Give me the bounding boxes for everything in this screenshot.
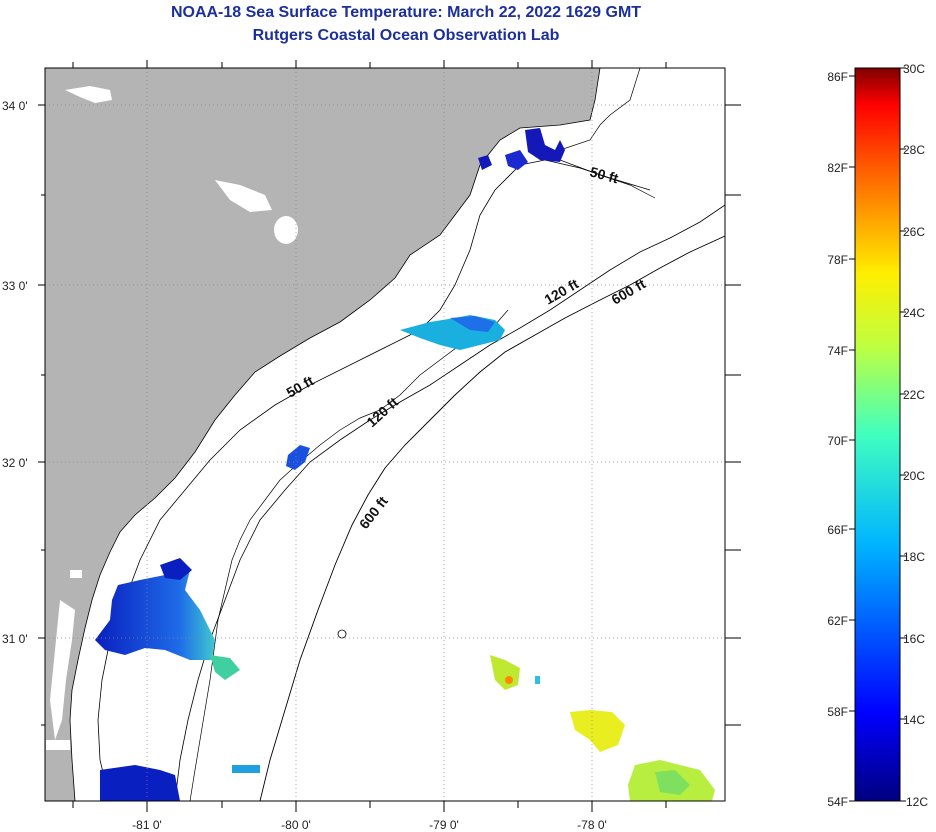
cb-label-74f: 74F <box>827 344 848 358</box>
land-mass <box>45 68 600 801</box>
lat-label-31: 31 0' <box>2 632 28 646</box>
colorbar-c-labels: 30C 28C 26C 24C 22C 20C 18C 16C 14C 12C <box>903 62 928 809</box>
cb-label-62f: 62F <box>827 614 848 628</box>
cb-label-22c: 22C <box>903 388 925 402</box>
cb-label-70f: 70F <box>827 434 848 448</box>
cb-label-54f: 54F <box>827 795 848 809</box>
colorbar <box>854 67 901 802</box>
barrier-islands <box>189 68 656 801</box>
cb-label-28c: 28C <box>903 143 925 157</box>
cb-label-12c: 12C <box>906 795 928 809</box>
lon-label-80: -80 0' <box>281 818 311 832</box>
sst-data-patches <box>95 128 715 801</box>
map-title: NOAA-18 Sea Surface Temperature: March 2… <box>170 4 642 21</box>
map-subtitle: Rutgers Coastal Ocean Observation Lab <box>252 27 560 44</box>
map-area <box>45 68 725 801</box>
cb-label-78f: 78F <box>827 253 848 267</box>
cb-label-16c: 16C <box>903 632 925 646</box>
cb-label-26c: 26C <box>903 225 925 239</box>
cb-label-20c: 20C <box>903 469 925 483</box>
lon-label-81: -81 0' <box>132 818 162 832</box>
colorbar-f-labels: 86F 82F 78F 74F 70F 66F 62F 58F 54F <box>827 70 848 809</box>
cb-label-18c: 18C <box>903 550 925 564</box>
map-ticks <box>38 60 741 812</box>
lon-label-78: -78 0' <box>577 818 607 832</box>
cb-label-82f: 82F <box>827 161 848 175</box>
lat-label-32: 32 0' <box>2 456 28 470</box>
lat-label-34: 34 0' <box>2 99 28 113</box>
cb-label-66f: 66F <box>827 523 848 537</box>
map-frame <box>44 67 726 802</box>
cb-label-24c: 24C <box>903 306 925 320</box>
colorbar-ticks <box>849 67 906 802</box>
cb-label-30c: 30C <box>903 62 925 76</box>
cb-label-86f: 86F <box>827 70 848 84</box>
lat-lon-grid <box>45 68 725 801</box>
land-white-patches <box>46 86 298 750</box>
lat-label-33: 33 0' <box>2 279 28 293</box>
coastline <box>69 68 601 801</box>
cb-label-14c: 14C <box>903 713 925 727</box>
lon-label-79: -79 0' <box>429 818 459 832</box>
isobath-600ft <box>259 235 725 801</box>
isobath-label-50ft-north: 50 ft <box>588 163 620 186</box>
cb-label-58f: 58F <box>827 705 848 719</box>
